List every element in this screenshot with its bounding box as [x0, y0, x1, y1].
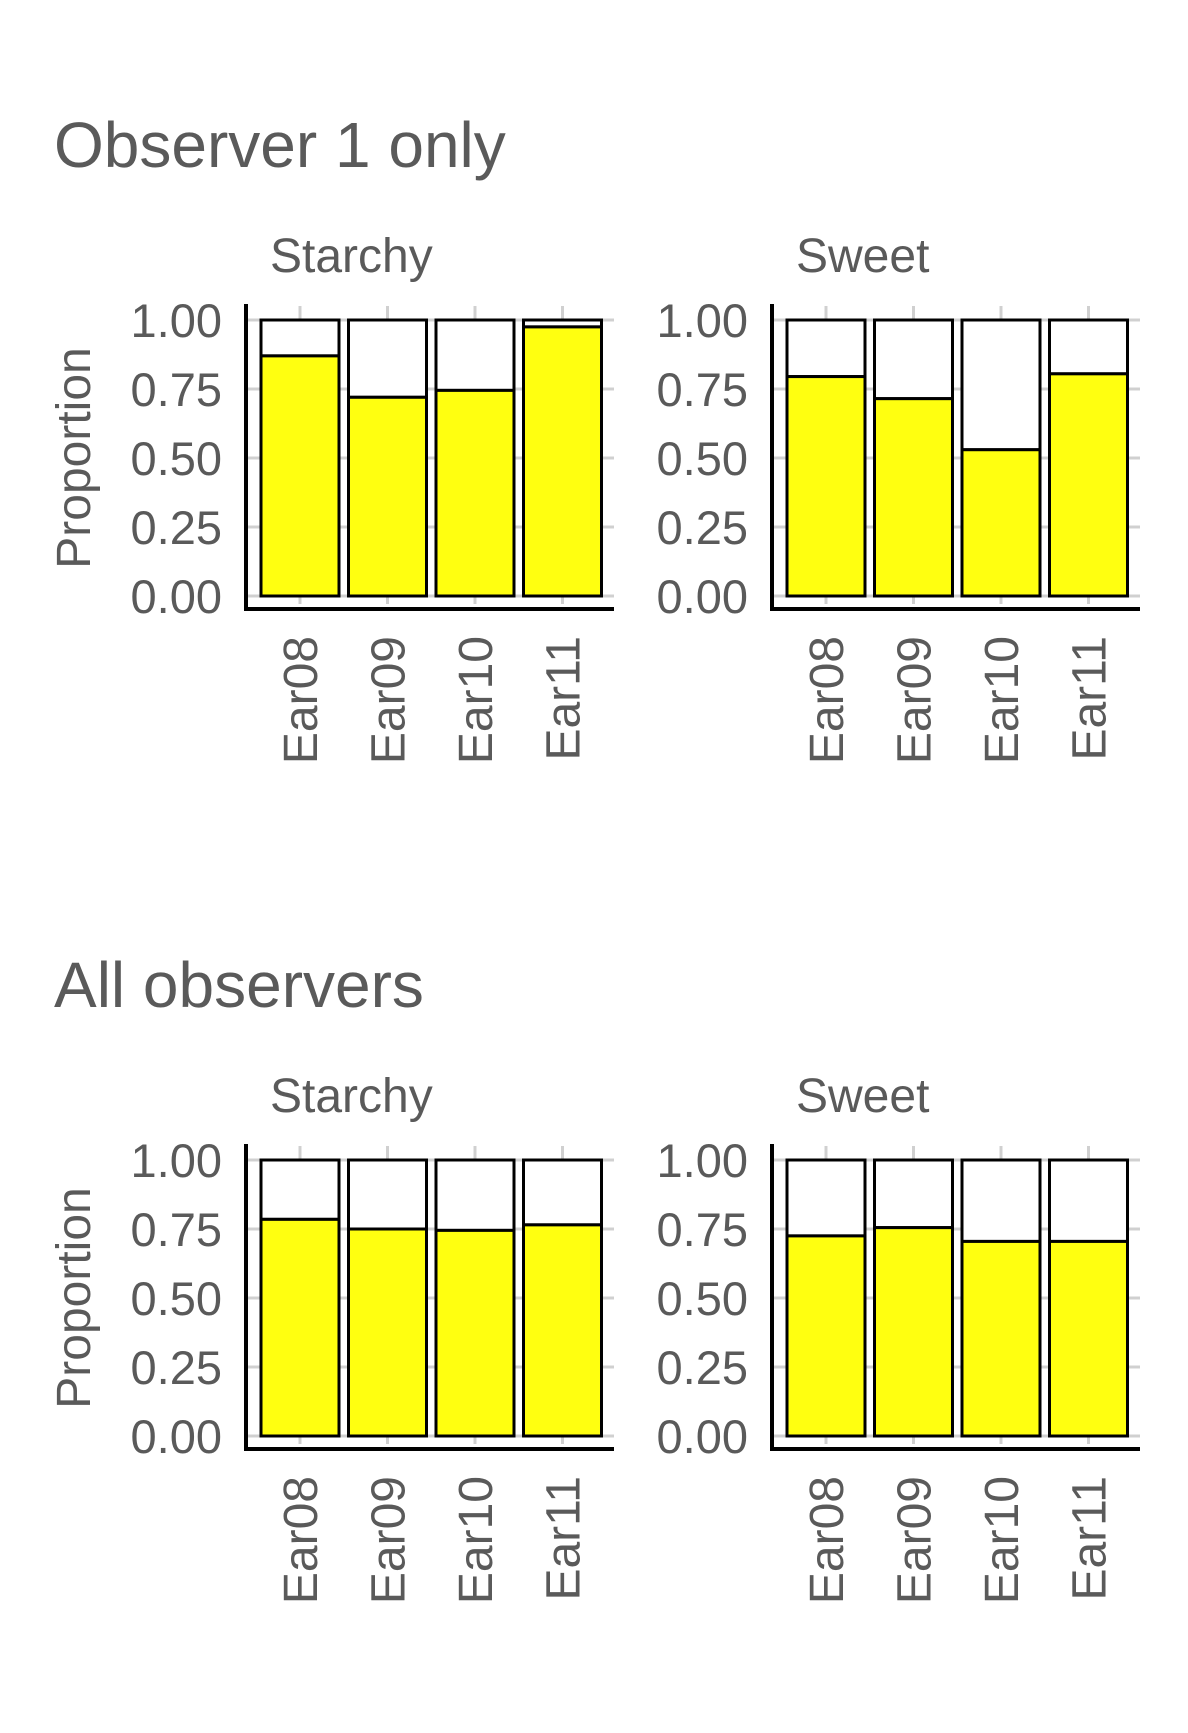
y-tick-label: 1.00 — [131, 294, 222, 347]
bar — [522, 325, 603, 598]
bar — [785, 375, 867, 598]
x-tick-label: Ear11 — [1064, 636, 1117, 761]
x-tick-label: Ear09 — [363, 1476, 416, 1604]
bar — [1048, 372, 1129, 598]
x-tick-label: Ear08 — [275, 1476, 328, 1604]
y-tick-label: 0.00 — [131, 1410, 222, 1463]
bar — [347, 395, 428, 598]
x-tick-label: Ear11 — [538, 1476, 591, 1601]
chart-title: Observer 1 only — [54, 109, 506, 181]
y-tick-label: 0.25 — [131, 501, 222, 554]
bar — [434, 388, 516, 598]
y-axis-label: Proportion — [48, 1187, 101, 1408]
x-tick-label: Ear09 — [889, 1476, 942, 1604]
x-tick-label: Ear08 — [801, 636, 854, 764]
bar-remainder — [873, 1158, 954, 1230]
bar — [259, 354, 341, 598]
x-tick-label: Ear11 — [538, 636, 591, 761]
y-tick-label: 0.25 — [657, 1341, 748, 1394]
bar — [1048, 1239, 1129, 1438]
y-tick-label: 1.00 — [657, 294, 748, 347]
y-tick-label: 0.75 — [657, 363, 748, 416]
y-tick-label: 0.25 — [657, 501, 748, 554]
bar-remainder — [785, 1158, 867, 1238]
y-tick-label: 0.50 — [131, 432, 222, 485]
y-axis-label: Proportion — [48, 347, 101, 568]
bar — [960, 448, 1042, 598]
bar-remainder — [1048, 1158, 1129, 1243]
bar — [522, 1223, 603, 1438]
bar — [873, 397, 954, 598]
y-tick-label: 0.25 — [131, 1341, 222, 1394]
bar — [960, 1239, 1042, 1438]
y-tick-label: 0.50 — [657, 432, 748, 485]
bar-remainder — [347, 318, 428, 399]
x-tick-label: Ear10 — [450, 636, 503, 764]
y-tick-label: 0.50 — [131, 1272, 222, 1325]
bar-remainder — [434, 318, 516, 392]
bar-remainder — [259, 1158, 341, 1221]
x-tick-label: Ear10 — [976, 1476, 1029, 1604]
bar — [347, 1227, 428, 1438]
x-tick-label: Ear10 — [976, 636, 1029, 764]
bar-remainder — [1048, 318, 1129, 376]
x-tick-label: Ear08 — [275, 636, 328, 764]
bar — [873, 1226, 954, 1438]
bar — [434, 1228, 516, 1438]
bar-remainder — [522, 1158, 603, 1227]
x-tick-label: Ear09 — [363, 636, 416, 764]
y-tick-label: 0.00 — [131, 570, 222, 623]
y-tick-label: 0.75 — [131, 363, 222, 416]
bar-remainder — [873, 318, 954, 401]
bar-remainder — [259, 318, 341, 358]
chart-title: All observers — [54, 949, 424, 1021]
panel-strip-label: Sweet — [796, 230, 929, 283]
panel-strip-label: Sweet — [796, 1070, 929, 1123]
y-tick-label: 0.75 — [657, 1203, 748, 1256]
x-tick-label: Ear10 — [450, 1476, 503, 1604]
bar-remainder — [347, 1158, 428, 1231]
x-tick-label: Ear11 — [1064, 1476, 1117, 1601]
y-tick-label: 0.50 — [657, 1272, 748, 1325]
bar-remainder — [785, 318, 867, 379]
x-tick-label: Ear09 — [889, 636, 942, 764]
y-tick-label: 1.00 — [131, 1134, 222, 1187]
y-tick-label: 0.75 — [131, 1203, 222, 1256]
bar-remainder — [434, 1158, 516, 1232]
panel-strip-label: Starchy — [270, 1070, 433, 1123]
bar-remainder — [960, 318, 1042, 452]
bar — [259, 1217, 341, 1438]
x-tick-label: Ear08 — [801, 1476, 854, 1604]
y-tick-label: 0.00 — [657, 570, 748, 623]
y-tick-label: 0.00 — [657, 1410, 748, 1463]
y-tick-label: 1.00 — [657, 1134, 748, 1187]
panel-strip-label: Starchy — [270, 230, 433, 283]
bar — [785, 1234, 867, 1438]
bar-remainder — [960, 1158, 1042, 1243]
